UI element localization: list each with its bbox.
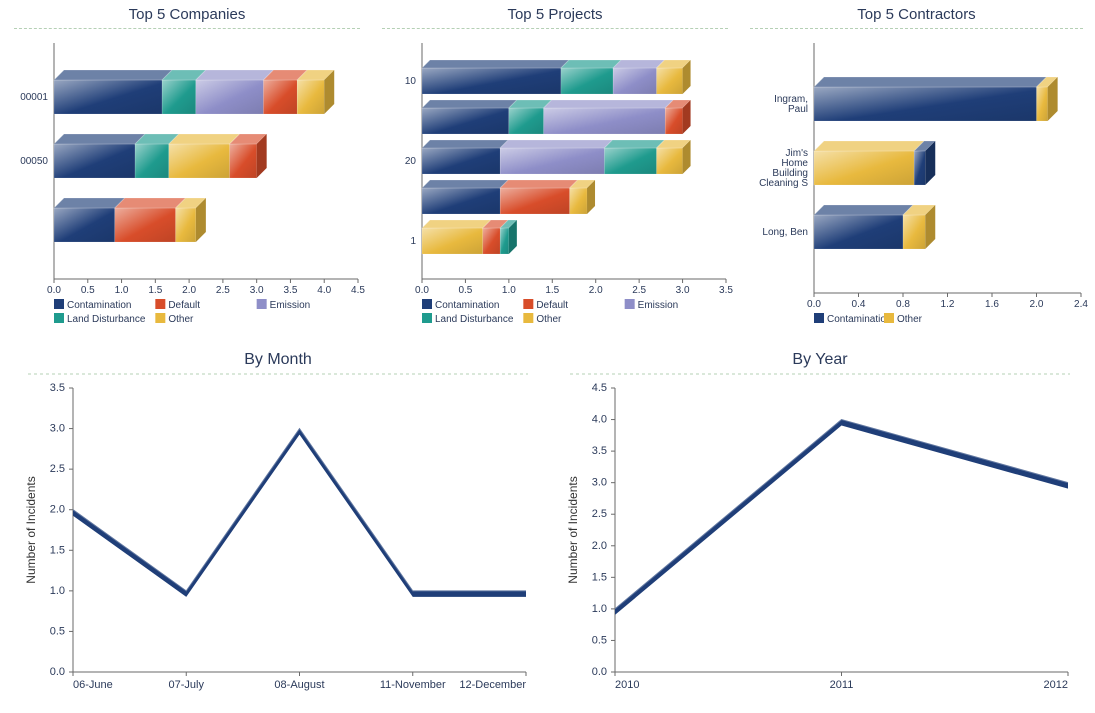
divider [382, 27, 728, 29]
svg-text:1.5: 1.5 [148, 285, 162, 296]
svg-text:2.0: 2.0 [50, 504, 65, 516]
svg-text:0.0: 0.0 [415, 285, 429, 296]
svg-text:3.0: 3.0 [592, 477, 607, 489]
svg-text:Contamination: Contamination [435, 300, 499, 311]
svg-text:1.2: 1.2 [941, 299, 955, 310]
svg-text:Default: Default [536, 300, 568, 311]
svg-text:0.8: 0.8 [896, 299, 910, 310]
svg-text:Contamination: Contamination [67, 300, 131, 311]
svg-text:3.5: 3.5 [283, 285, 297, 296]
svg-text:10: 10 [405, 76, 417, 87]
chart-companies: Top 5 Companies 0.0 0.5 1.0 1.5 2.0 2.5 3.0 3.5 4… [8, 4, 366, 330]
svg-text:00050: 00050 [20, 156, 48, 167]
svg-text:07-July: 07-July [169, 679, 205, 691]
svg-text:0.0: 0.0 [50, 666, 65, 678]
svg-text:0.4: 0.4 [852, 299, 866, 310]
svg-text:Contamination: Contamination [827, 314, 891, 325]
divider [14, 27, 360, 29]
svg-text:2.5: 2.5 [216, 285, 230, 296]
chart-byyear: By Year 0.0 0.5 1.0 1.5 2.0 2.5 3.0 3.5 4.0 4.5 Num… [560, 344, 1080, 700]
svg-text:12-December: 12-December [459, 679, 526, 691]
svg-text:Default: Default [168, 300, 200, 311]
svg-text:00001: 00001 [20, 92, 48, 103]
svg-text:Paul: Paul [788, 104, 808, 115]
chart-title: Top 5 Companies [8, 4, 366, 27]
svg-text:0.5: 0.5 [50, 625, 65, 637]
svg-text:1.0: 1.0 [50, 585, 65, 597]
svg-text:Cleaning S: Cleaning S [759, 178, 808, 189]
svg-text:3.0: 3.0 [50, 423, 65, 435]
svg-text:2.0: 2.0 [182, 285, 196, 296]
svg-text:2.0: 2.0 [589, 285, 603, 296]
svg-text:2.5: 2.5 [632, 285, 646, 296]
svg-text:Land Disturbance: Land Disturbance [435, 314, 514, 325]
svg-text:0.0: 0.0 [592, 666, 607, 678]
svg-text:2011: 2011 [830, 679, 854, 691]
svg-text:20: 20 [405, 156, 417, 167]
chart-title: Top 5 Contractors [744, 4, 1089, 27]
svg-text:2.4: 2.4 [1074, 299, 1088, 310]
svg-text:1.5: 1.5 [545, 285, 559, 296]
svg-text:1.0: 1.0 [502, 285, 516, 296]
svg-text:Other: Other [168, 314, 194, 325]
svg-text:1.0: 1.0 [592, 603, 607, 615]
divider [750, 27, 1083, 29]
svg-text:0.0: 0.0 [807, 299, 821, 310]
svg-text:0.5: 0.5 [81, 285, 95, 296]
svg-text:3.0: 3.0 [250, 285, 264, 296]
svg-text:4.0: 4.0 [317, 285, 331, 296]
chart-bymonth: By Month 0.0 0.5 1.0 1.5 2.0 2.5 3.0 3.5 Number o… [18, 344, 538, 700]
svg-text:2012: 2012 [1044, 679, 1068, 691]
svg-text:1.0: 1.0 [115, 285, 129, 296]
svg-text:3.5: 3.5 [592, 445, 607, 457]
chart-title: Top 5 Projects [376, 4, 734, 27]
svg-text:Emission: Emission [638, 300, 679, 311]
svg-text:Long, Ben: Long, Ben [762, 227, 808, 238]
svg-text:2.5: 2.5 [50, 463, 65, 475]
chart-projects: Top 5 Projects 0.0 0.5 1.0 1.5 2.0 2.5 3.0 3.5 10… [376, 4, 734, 330]
svg-text:0.5: 0.5 [458, 285, 472, 296]
svg-text:2.0: 2.0 [592, 540, 607, 552]
svg-text:Emission: Emission [270, 300, 311, 311]
svg-text:11-November: 11-November [380, 679, 446, 691]
svg-text:06-June: 06-June [73, 679, 113, 691]
svg-text:Land Disturbance: Land Disturbance [67, 314, 146, 325]
svg-text:3.5: 3.5 [719, 285, 733, 296]
svg-text:1.5: 1.5 [50, 544, 65, 556]
svg-text:3.5: 3.5 [50, 382, 65, 394]
svg-text:1.6: 1.6 [985, 299, 999, 310]
svg-text:0.5: 0.5 [592, 634, 607, 646]
svg-text:0.0: 0.0 [47, 285, 61, 296]
svg-text:Other: Other [536, 314, 562, 325]
svg-text:1: 1 [410, 236, 416, 247]
svg-text:3.0: 3.0 [676, 285, 690, 296]
svg-text:Number of Incidents: Number of Incidents [24, 476, 38, 583]
svg-text:08-August: 08-August [274, 679, 324, 691]
svg-text:4.5: 4.5 [351, 285, 365, 296]
svg-text:4.0: 4.0 [592, 414, 607, 426]
svg-text:1.5: 1.5 [592, 571, 607, 583]
svg-text:4.5: 4.5 [592, 382, 607, 394]
svg-text:Number of Incidents: Number of Incidents [566, 476, 580, 583]
svg-text:2.0: 2.0 [1030, 299, 1044, 310]
svg-text:By Month: By Month [244, 351, 312, 368]
svg-text:Other: Other [897, 314, 923, 325]
svg-text:2.5: 2.5 [592, 508, 607, 520]
chart-contractors: Top 5 Contractors0.00.40.81.21.62.02.4In… [744, 4, 1089, 330]
svg-text:By Year: By Year [792, 351, 848, 368]
svg-text:2010: 2010 [615, 679, 639, 691]
